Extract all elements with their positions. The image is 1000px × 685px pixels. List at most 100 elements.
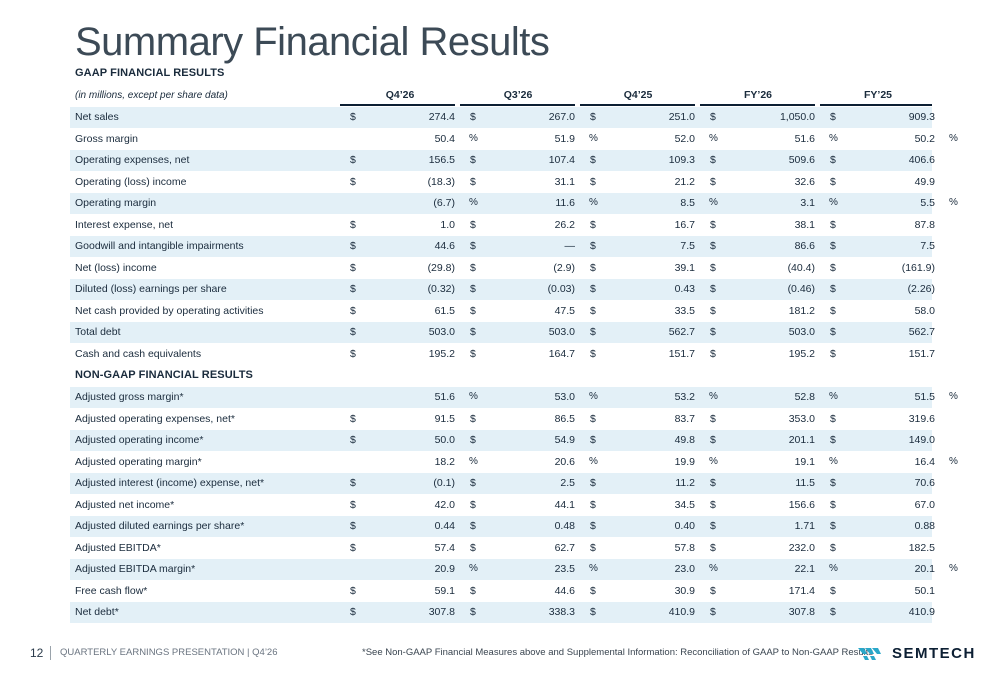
cell-value: 61.5 — [434, 304, 455, 317]
cell-value: 11.5 — [795, 477, 815, 489]
cell-value: 51.9 — [554, 132, 575, 145]
cell-value: (0.03) — [547, 283, 575, 295]
cell-value: 22.1 — [794, 563, 815, 575]
currency-symbol: $ — [350, 240, 356, 252]
cell-value: (0.46) — [787, 283, 815, 295]
table-row: Operating margin (6.7)% 11.6% 8.5% 3.1% 5.5% — [70, 193, 958, 214]
row-label: Net debt* — [75, 606, 119, 618]
percent-symbol: % — [589, 455, 598, 467]
percent-symbol: % — [829, 391, 838, 402]
currency-symbol: $ — [350, 218, 356, 231]
column-header-0: Q4’26 — [385, 89, 415, 101]
cell-value: 52.0 — [674, 132, 695, 145]
currency-symbol: $ — [830, 283, 836, 295]
cell-value: 156.5 — [428, 154, 455, 166]
cell-value: 307.8 — [788, 606, 815, 618]
cell-value: (161.9) — [901, 261, 935, 274]
cell-value: 47.5 — [554, 304, 575, 317]
cell-value: 410.9 — [668, 606, 695, 618]
cell-value: 109.3 — [668, 154, 695, 166]
cell-value: 50.1 — [914, 584, 935, 597]
percent-symbol: % — [829, 132, 838, 144]
row-label: Adjusted EBITDA* — [75, 541, 161, 554]
cell-value: 11.2 — [675, 477, 695, 489]
row-label: Adjusted gross margin* — [75, 391, 184, 403]
currency-symbol: $ — [710, 498, 716, 511]
cell-value: 107.4 — [548, 154, 575, 166]
logo-text: SEMTECH — [892, 644, 976, 662]
cell-value: 151.7 — [668, 347, 695, 360]
currency-symbol: $ — [590, 154, 596, 166]
cell-value: 0.40 — [674, 520, 695, 532]
row-label: Gross margin — [75, 132, 139, 145]
currency-symbol: $ — [710, 218, 716, 231]
currency-symbol: $ — [710, 477, 716, 489]
table-row: Adjusted operating income* $50.0 $54.9 $49.… — [70, 430, 935, 451]
currency-symbol: $ — [350, 326, 356, 338]
currency-symbol: $ — [710, 304, 716, 317]
currency-symbol: $ — [830, 520, 836, 532]
currency-symbol: $ — [590, 261, 596, 274]
currency-symbol: $ — [350, 606, 356, 618]
cell-value: 503.0 — [548, 326, 575, 338]
row-label: Adjusted operating income* — [75, 434, 204, 446]
currency-symbol: $ — [350, 520, 356, 532]
currency-symbol: $ — [470, 326, 476, 338]
percent-symbol: % — [949, 455, 958, 467]
cell-value: 38.1 — [794, 218, 815, 231]
row-label: Free cash flow* — [75, 584, 148, 597]
currency-symbol: $ — [470, 261, 476, 274]
percent-symbol: % — [589, 563, 598, 574]
currency-symbol: $ — [710, 434, 716, 446]
currency-symbol: $ — [470, 520, 476, 532]
cell-value: 182.5 — [908, 541, 935, 554]
currency-symbol: $ — [710, 175, 716, 188]
nongaap-section-title: NON-GAAP FINANCIAL RESULTS — [75, 369, 253, 381]
presentation-label: QUARTERLY EARNINGS PRESENTATION | Q4’26 — [60, 647, 278, 658]
cell-value: (18.3) — [427, 175, 455, 188]
currency-symbol: $ — [590, 347, 596, 360]
percent-symbol: % — [949, 391, 958, 402]
currency-symbol: $ — [830, 175, 836, 188]
table-row: Interest expense, net $1.0 $26.2 $16.7 $38.1… — [70, 215, 935, 236]
column-header-1: Q3’26 — [503, 89, 533, 101]
row-label: Interest expense, net — [75, 218, 174, 231]
row-label: Adjusted net income* — [75, 498, 175, 511]
cell-value: 44.1 — [554, 498, 575, 511]
currency-symbol: $ — [470, 304, 476, 317]
table-row: Goodwill and intangible impairments $44.6… — [70, 236, 935, 257]
currency-symbol: $ — [830, 584, 836, 597]
cell-value: 57.8 — [674, 541, 695, 554]
cell-value: 44.6 — [434, 240, 455, 252]
currency-symbol: $ — [470, 283, 476, 295]
currency-symbol: $ — [710, 606, 716, 618]
currency-symbol: $ — [710, 584, 716, 597]
cell-value: 410.9 — [908, 606, 935, 618]
currency-symbol: $ — [470, 606, 476, 618]
column-underline — [580, 104, 695, 106]
percent-symbol: % — [589, 197, 598, 208]
cell-value: 164.7 — [548, 347, 575, 360]
cell-value: 20.1 — [914, 563, 935, 575]
cell-value: 49.8 — [674, 434, 695, 446]
currency-symbol: $ — [830, 240, 836, 252]
currency-symbol: $ — [710, 541, 716, 554]
percent-symbol: % — [589, 391, 598, 402]
column-header-2: Q4’25 — [623, 89, 653, 101]
table-row: Adjusted operating expenses, net* $91.5 $8… — [70, 409, 935, 430]
cell-value: 0.88 — [914, 520, 935, 532]
row-label: Operating (loss) income — [75, 175, 187, 188]
percent-symbol: % — [469, 132, 478, 144]
percent-symbol: % — [949, 563, 958, 574]
table-row: Adjusted net income* $42.0 $44.1 $34.5 $156.… — [70, 495, 935, 516]
cell-value: 23.0 — [674, 563, 695, 575]
currency-symbol: $ — [350, 541, 356, 554]
cell-value: 50.0 — [434, 434, 455, 446]
gaap-section-title: GAAP FINANCIAL RESULTS — [75, 67, 225, 79]
percent-symbol: % — [709, 563, 718, 574]
column-underline — [700, 104, 815, 106]
table-row: Total debt $503.0 $503.0 $562.7 $503.0 $562.7 — [70, 322, 935, 343]
column-underline — [340, 104, 455, 106]
cell-value: (29.8) — [427, 261, 455, 274]
cell-value: 16.4 — [914, 455, 935, 468]
